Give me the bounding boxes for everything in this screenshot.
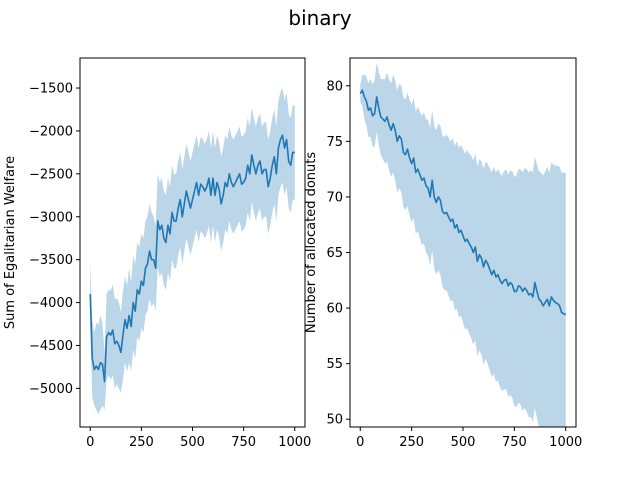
right-line-layer xyxy=(359,89,567,316)
x-tick-label: 0 xyxy=(86,435,94,450)
confidence-band xyxy=(90,88,295,415)
y-tick-label: −3500 xyxy=(29,253,73,268)
right-y-ticks: 50 55 60 65 70 75 80 xyxy=(326,79,350,428)
mean-line xyxy=(89,134,295,383)
y-tick-label: 80 xyxy=(326,79,343,94)
y-tick-label: −2000 xyxy=(29,124,73,139)
right-y-axis-label: Number of allocated donuts xyxy=(304,152,319,334)
x-tick-label: 500 xyxy=(180,435,205,450)
y-tick-label: 65 xyxy=(326,246,343,261)
y-tick-label: 60 xyxy=(326,302,343,317)
y-tick-label: 70 xyxy=(326,190,343,205)
y-tick-label: −4500 xyxy=(29,339,73,354)
x-tick-label: 250 xyxy=(129,435,154,450)
y-tick-label: −2500 xyxy=(29,167,73,182)
y-tick-label: −4000 xyxy=(29,296,73,311)
x-tick-label: 750 xyxy=(502,435,527,450)
figure-title: binary xyxy=(288,6,351,30)
right-subplot: 0 250 500 750 1000 50 55 60 65 70 75 80 Number of … xyxy=(304,57,582,450)
left-plot-area xyxy=(80,58,305,427)
x-tick-label: 1000 xyxy=(549,435,582,450)
left-x-ticks: 0 250 500 750 1000 xyxy=(86,427,311,450)
x-tick-label: 0 xyxy=(356,435,364,450)
left-line-layer xyxy=(89,134,295,383)
y-tick-label: 50 xyxy=(326,413,343,428)
left-subplot: 0 250 500 750 1000 −5000 −4500 −4000 −3500 −3000… xyxy=(3,57,311,450)
y-tick-label: −5000 xyxy=(29,382,73,397)
x-tick-label: 500 xyxy=(451,435,476,450)
x-tick-label: 250 xyxy=(399,435,424,450)
y-tick-label: 55 xyxy=(326,357,343,372)
mean-line xyxy=(359,89,567,316)
right-band-layer xyxy=(360,62,566,427)
x-tick-label: 750 xyxy=(231,435,256,450)
left-band-layer xyxy=(90,88,295,415)
confidence-band xyxy=(360,62,566,427)
x-tick-label: 1000 xyxy=(278,435,311,450)
y-tick-label: −1500 xyxy=(29,82,73,97)
left-y-ticks: −5000 −4500 −4000 −3500 −3000 −2500 −2000 −1500 xyxy=(29,82,80,397)
y-tick-label: 75 xyxy=(326,135,343,150)
y-tick-label: −3000 xyxy=(29,210,73,225)
right-x-ticks: 0 250 500 750 1000 xyxy=(356,427,582,450)
left-y-axis-label: Sum of Egalitarian Welfare xyxy=(3,156,18,329)
